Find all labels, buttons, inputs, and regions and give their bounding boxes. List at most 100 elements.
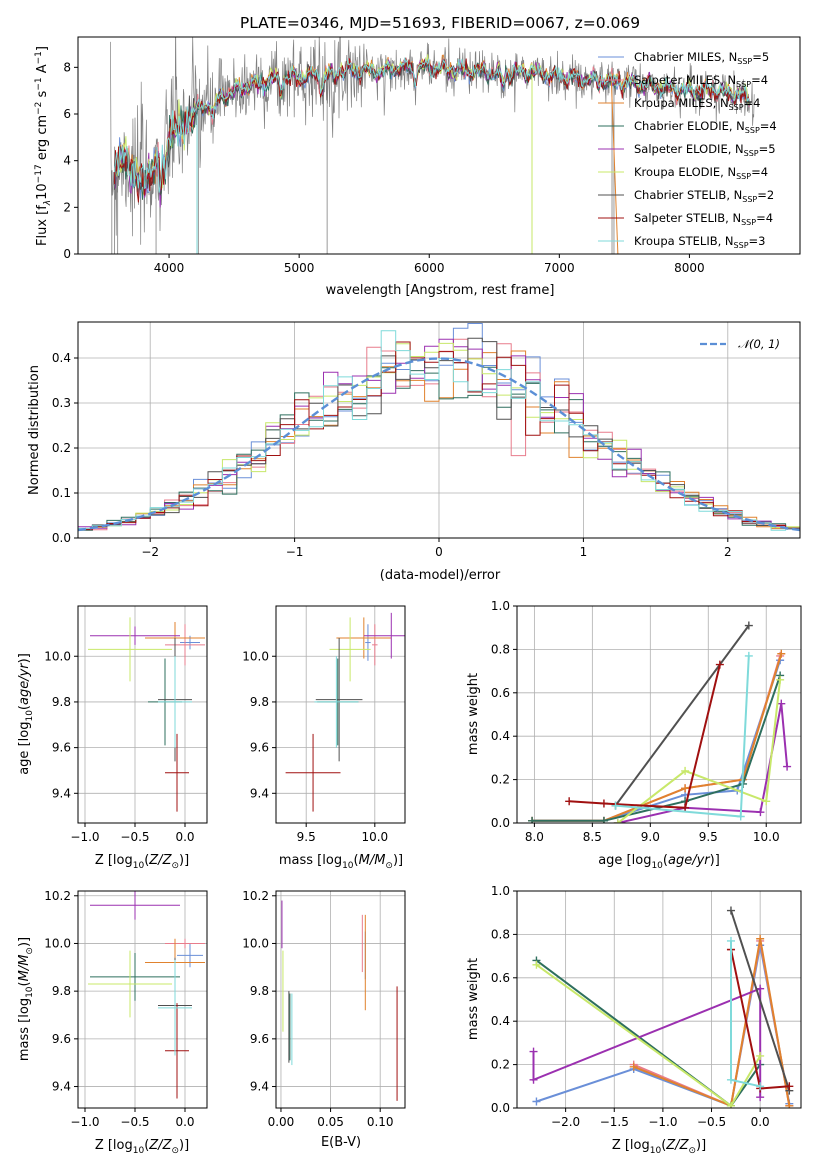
y-tick-label: 0.4 [491, 729, 510, 743]
mass-weight-line [532, 655, 782, 822]
mass-weight-vs-age-xlabel: age [log10(age/yr)] [598, 853, 720, 871]
mass-weight-marker [762, 797, 771, 806]
y-tick-label: 9.4 [52, 786, 71, 800]
age-vs-metallicity-panel: −1.0 −0.5 0.0 9.4 9.6 9.8 10.0 Z [log10(Z/Z⊙)]… [17, 605, 208, 871]
mass-weight-marker [529, 1075, 538, 1084]
mass-weight-line [614, 624, 750, 807]
mass-vs-metallicity-panel: −1.0 −0.5 0.0 9.4 9.6 9.8 10.0 10.2 Z [log10(Z/… [17, 889, 208, 1156]
y-tick-label: 2 [63, 200, 71, 214]
y-tick-label: 6 [63, 107, 71, 121]
y-tick-label: 0.4 [52, 351, 71, 365]
age-vs-mass-frame [275, 605, 406, 824]
legend-label: Chabrier ELODIE, NSSP=4 [634, 119, 777, 135]
x-tick-label: 9.0 [641, 830, 660, 844]
spectrum-panel: PLATE=0346, MJD=51693, FIBERID=0067, z=0… [34, 14, 801, 298]
x-tick-label: −0.5 [697, 1115, 726, 1129]
y-tick-label: 9.4 [52, 1080, 71, 1094]
x-tick-label: 0 [435, 545, 443, 559]
y-tick-label: 0.0 [491, 816, 510, 830]
legend-label: Kroupa STELIB, NSSP=3 [634, 234, 765, 250]
gaussian-legend-label: 𝒩(0, 1) [738, 337, 780, 351]
mass-vs-ebv-panel: 0.00 0.05 0.10 9.4 9.6 9.8 10.0 10.2 E(B-V) [242, 889, 406, 1150]
mass-weight-line [617, 679, 782, 823]
legend-label: Kroupa MILES, NSSP=4 [634, 96, 760, 112]
x-tick-label: 1 [580, 545, 588, 559]
x-tick-label: 0.10 [367, 1115, 394, 1129]
mass-weight-marker [756, 1082, 765, 1091]
age-vs-metallicity-frame [77, 605, 208, 824]
x-tick-label: 8000 [674, 261, 705, 275]
x-tick-label: 10.0 [361, 830, 388, 844]
mass-vs-ebv-xlabel: E(B-V) [321, 1135, 361, 1150]
y-tick-label: 10.0 [44, 936, 71, 950]
x-tick-label: 8.5 [583, 830, 602, 844]
y-tick-label: 0.2 [491, 1058, 510, 1072]
age-vs-mass-panel: 9.5 10.0 9.4 9.6 9.8 10.0 mass [log10(M/M⊙)] [242, 605, 406, 871]
x-tick-label: 0.00 [268, 1115, 295, 1129]
y-tick-label: 9.4 [250, 1080, 269, 1094]
legend-label: Salpeter MILES, NSSP=4 [634, 73, 768, 89]
x-tick-label: −2 [141, 545, 159, 559]
y-tick-label: 0.6 [491, 971, 510, 985]
y-tick-label: 9.4 [250, 786, 269, 800]
y-tick-label: 0.3 [52, 396, 71, 410]
spectrum-frame [77, 36, 801, 255]
mass-vs-metallicity-ylabel: mass [log10(M/M⊙)] [17, 937, 35, 1061]
y-tick-label: 0.8 [491, 642, 510, 656]
age-vs-metallicity-xlabel: Z [log10(Z/Z⊙)] [95, 853, 189, 871]
x-tick-label: 0.0 [751, 1115, 770, 1129]
y-tick-label: 9.8 [52, 984, 71, 998]
mass-weight-marker [756, 1051, 765, 1060]
mass-weight-marker [783, 762, 792, 771]
mass-vs-ebv-frame [275, 890, 406, 1109]
spectrum-title: PLATE=0346, MJD=51693, FIBERID=0067, z=0… [240, 14, 640, 32]
y-tick-label: 10.0 [242, 649, 269, 663]
mass-weight-marker [715, 660, 724, 669]
x-tick-label: 0.05 [317, 1115, 344, 1129]
mass-weight-marker [599, 799, 608, 808]
mass-vs-metallicity-xlabel: Z [log10(Z/Z⊙)] [95, 1138, 189, 1156]
spectrum-legend: Chabrier MILES, NSSP=5 Salpeter MILES, NS… [598, 50, 777, 250]
gaussian-curve [78, 357, 800, 532]
mass-weight-marker [776, 675, 785, 684]
mass-weight-marker [744, 651, 753, 660]
mass-weight-marker [532, 960, 541, 969]
legend-label: Salpeter ELODIE, NSSP=5 [634, 142, 776, 158]
x-tick-label: 8.0 [525, 830, 544, 844]
age-vs-mass-xlabel: mass [log10(M/M⊙)] [279, 853, 403, 871]
mass-weight-marker [726, 936, 735, 945]
x-tick-label: 6000 [414, 261, 445, 275]
y-tick-label: 10.2 [44, 889, 71, 903]
model-fit-line [113, 57, 750, 193]
y-tick-label: 0.0 [491, 1101, 510, 1115]
legend-label: Chabrier MILES, NSSP=5 [634, 50, 769, 66]
mass-weight-marker [681, 766, 690, 775]
mass-weight-marker [565, 797, 574, 806]
mass-weight-marker [744, 621, 753, 630]
y-tick-label: 0 [63, 247, 71, 261]
mass-weight-marker [681, 803, 690, 812]
y-tick-label: 4 [63, 154, 71, 168]
x-tick-label: 7000 [544, 261, 575, 275]
legend-label: Kroupa ELODIE, NSSP=4 [634, 165, 768, 181]
y-tick-label: 1.0 [491, 884, 510, 898]
mass-weight-marker [629, 1062, 638, 1071]
x-tick-label: 4000 [154, 261, 185, 275]
mass-weight-marker [599, 816, 608, 823]
mass-weight-marker [777, 649, 786, 658]
mass-weight-marker [736, 812, 745, 821]
residual-histogram [78, 350, 800, 530]
mass-weight-marker [611, 801, 620, 810]
mass-weight-line [730, 910, 791, 1091]
y-tick-label: 10.0 [44, 649, 71, 663]
mass-weight-marker [785, 1101, 794, 1108]
residual-ylabel: Normed distribution [27, 365, 42, 495]
y-tick-label: 10.2 [242, 889, 269, 903]
legend-label: Chabrier STELIB, NSSP=2 [634, 188, 774, 204]
y-tick-label: 0.6 [491, 686, 510, 700]
mass-weight-marker [532, 1097, 541, 1106]
x-tick-label: 9.5 [699, 830, 718, 844]
y-tick-label: 0.0 [52, 531, 71, 545]
mass-weight-marker [726, 1075, 735, 1084]
